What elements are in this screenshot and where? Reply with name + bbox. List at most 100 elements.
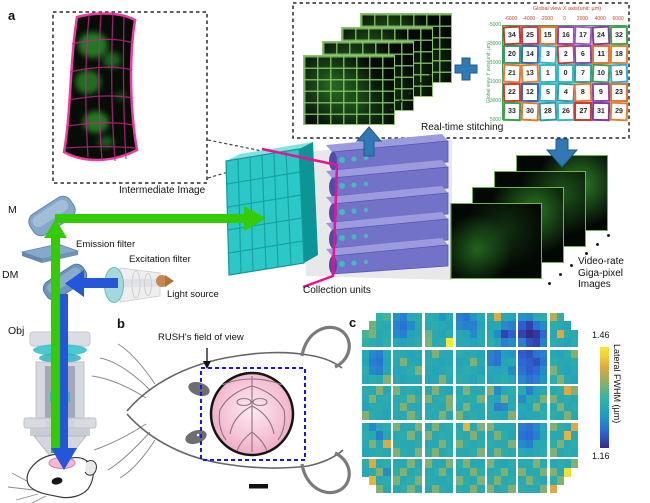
gigapixel-label-line1: Video-rate: [578, 256, 624, 267]
fwhm-cell: [400, 422, 408, 432]
fwhm-cell: [383, 313, 391, 322]
fwhm-cell: [501, 431, 509, 441]
fwhm-cell: [556, 338, 565, 348]
fwhm-cell: [501, 439, 509, 449]
fwhm-cell: [407, 321, 415, 331]
fwhm-cell: [501, 422, 509, 432]
fwhm-cell: [362, 403, 370, 412]
fwhm-cell: [539, 422, 548, 432]
fwhm-cell: [462, 313, 471, 322]
fwhm-cell: [445, 349, 454, 359]
fwhm-cell: [383, 321, 391, 331]
fwhm-cell: [539, 403, 548, 412]
fwhm-cell: [570, 403, 579, 412]
fwhm-cell: [570, 411, 579, 421]
fwhm-cell: [563, 366, 572, 376]
fwhm-cell: [438, 338, 447, 348]
fwhm-cell: [549, 313, 558, 322]
fwhm-cell: [400, 313, 408, 322]
fwhm-cell: [508, 484, 516, 494]
fwhm-cell: [369, 358, 377, 367]
fwhm-cell: [501, 374, 509, 384]
fwhm-cell: [494, 313, 502, 322]
fwhm-cell: [369, 459, 377, 469]
fwhm-cell: [532, 321, 541, 331]
collection-units-label: Collection units: [303, 285, 371, 296]
gigapixel-label-line3: Images: [578, 279, 611, 290]
fwhm-cell: [570, 422, 579, 432]
fwhm-cell: [477, 329, 485, 339]
fwhm-cell: [393, 329, 401, 339]
fwhm-cell: [487, 422, 495, 432]
fwhm-cell: [556, 349, 565, 359]
fwhm-cell: [383, 476, 391, 486]
colorbar-axis-label: Lateral FWHM (µm): [612, 344, 622, 424]
fwhm-cell: [438, 329, 447, 339]
fwhm-cell: [549, 411, 558, 421]
fwhm-cell: [508, 329, 516, 339]
fwhm-cell: [407, 439, 415, 449]
fwhm-cell: [501, 366, 509, 376]
fwhm-cell: [431, 448, 440, 457]
fwhm-cell: [438, 431, 447, 441]
stitch-map-grid: 34 25 15 16 17 24 32 20 14 3 2 6 11 18 21 13 1 0 7 10 19 22 12…: [502, 25, 629, 122]
fwhm-cell: [570, 386, 579, 396]
fwhm-cell: [376, 467, 384, 477]
fwhm-cell: [462, 374, 471, 384]
fwhm-cell: [424, 411, 433, 421]
fwhm-cell: [400, 338, 408, 348]
fwhm-cell: [549, 422, 558, 432]
whiskers: [7, 472, 47, 503]
fwhm-heatmap: [362, 313, 579, 494]
fwhm-cell: [445, 422, 454, 432]
fwhm-cell: [455, 431, 464, 441]
fwhm-cell: [393, 459, 401, 469]
stitch-cell: 24: [591, 25, 611, 46]
fwhm-cell: [383, 422, 391, 432]
panel-c-label: c: [349, 315, 357, 330]
stitch-cell: 5: [538, 82, 557, 103]
fwhm-cell: [414, 321, 423, 331]
fwhm-cell: [400, 366, 408, 376]
fwhm-cell: [570, 338, 579, 348]
fwhm-cell: [508, 374, 516, 384]
fwhm-cell: [539, 476, 548, 486]
fwhm-cell: [477, 476, 485, 486]
fwhm-cell: [494, 349, 502, 359]
fwhm-cell: [445, 313, 454, 322]
fwhm-cell: [518, 411, 526, 421]
fwhm-cell: [549, 374, 558, 384]
plus-icon: [454, 57, 478, 81]
fwhm-cell: [407, 422, 415, 432]
fwhm-cell: [487, 329, 495, 339]
fwhm-cell: [549, 338, 558, 348]
fwhm-cell: [369, 476, 377, 486]
fwhm-cell: [525, 366, 534, 376]
fwhm-cell: [431, 431, 440, 441]
fwhm-cell: [532, 467, 541, 477]
fwhm-cell: [393, 439, 401, 449]
fwhm-cell: [455, 484, 464, 494]
fwhm-cell: [470, 321, 478, 331]
stitching-label: Real-time stitching: [421, 122, 504, 133]
fwhm-cell: [431, 386, 440, 396]
fwhm-cell: [477, 386, 485, 396]
fwhm-cell: [549, 439, 558, 449]
fwhm-cell: [462, 386, 471, 396]
fwhm-cell: [376, 329, 384, 339]
fwhm-cell: [549, 467, 558, 477]
fwhm-cell: [494, 338, 502, 348]
fwhm-cell: [518, 439, 526, 449]
fwhm-cell: [438, 321, 447, 331]
stitch-cell: 13: [520, 63, 540, 84]
fwhm-cell: [462, 422, 471, 432]
fwhm-cell: [455, 411, 464, 421]
fwhm-cell: [431, 374, 440, 384]
fwhm-cell: [431, 313, 440, 322]
fwhm-cell: [556, 366, 565, 376]
fwhm-cell: [455, 321, 464, 331]
fwhm-cell: [462, 366, 471, 376]
fwhm-cell: [462, 484, 471, 494]
fwhm-cell: [539, 313, 548, 322]
